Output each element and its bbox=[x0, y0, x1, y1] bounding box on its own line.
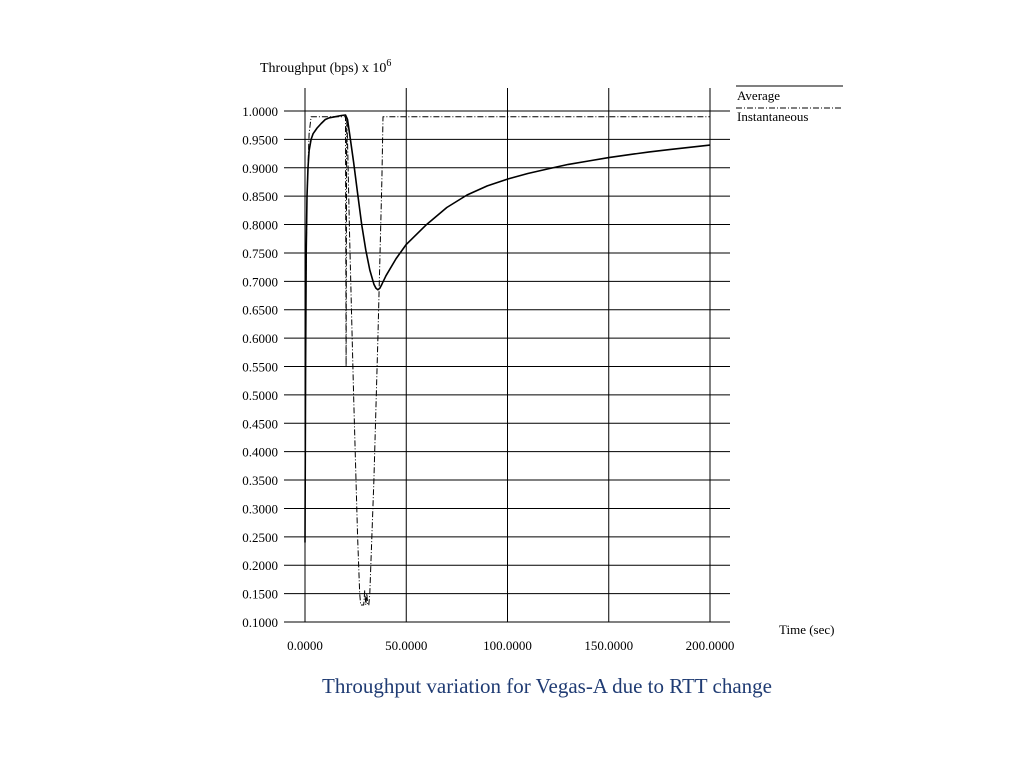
y-tick-label: 1.0000 bbox=[242, 104, 278, 119]
y-tick-label: 0.6500 bbox=[242, 303, 278, 318]
y-tick-label: 0.6000 bbox=[242, 331, 278, 346]
y-tick-label: 0.3000 bbox=[242, 501, 278, 516]
axis-tick-labels: 1.0000 0.9500 0.9000 0.8500 0.8000 0.7500 0.70… bbox=[242, 104, 734, 653]
y-tick-label: 0.5500 bbox=[242, 360, 278, 375]
x-tick-label: 50.0000 bbox=[385, 638, 427, 653]
y-tick-label: 0.8000 bbox=[242, 218, 278, 233]
x-tick-label: 150.0000 bbox=[584, 638, 633, 653]
x-tick-label: 0.0000 bbox=[287, 638, 323, 653]
legend-instantaneous-label: Instantaneous bbox=[737, 109, 808, 124]
legend-average-label: Average bbox=[737, 88, 780, 103]
series-line-average bbox=[304, 114, 711, 543]
y-tick-label: 0.4000 bbox=[242, 445, 278, 460]
figure-caption: Throughput variation for Vegas-A due to … bbox=[322, 674, 772, 698]
y-axis-title: Throughput (bps) x 106 bbox=[260, 58, 391, 76]
y-tick-label: 0.9000 bbox=[242, 161, 278, 176]
y-tick-label: 0.5000 bbox=[242, 388, 278, 403]
plot-grid bbox=[284, 88, 730, 623]
y-tick-label: 0.2000 bbox=[242, 558, 278, 573]
y-tick-label: 0.1000 bbox=[242, 615, 278, 630]
series-line-instantaneous bbox=[304, 116, 710, 606]
y-tick-label: 0.7500 bbox=[242, 246, 278, 261]
y-tick-label: 0.2500 bbox=[242, 530, 278, 545]
plot-lines bbox=[304, 114, 711, 606]
y-tick-label: 0.9500 bbox=[242, 132, 278, 147]
y-tick-label: 0.1500 bbox=[242, 587, 278, 602]
y-tick-label: 0.3500 bbox=[242, 473, 278, 488]
x-axis-title: Time (sec) bbox=[779, 622, 835, 637]
x-tick-label: 200.0000 bbox=[686, 638, 735, 653]
y-tick-label: 0.4500 bbox=[242, 416, 278, 431]
y-tick-label: 0.7000 bbox=[242, 274, 278, 289]
legend: Average Instantaneous bbox=[736, 85, 843, 124]
y-tick-label: 0.8500 bbox=[242, 189, 278, 204]
x-tick-label: 100.0000 bbox=[483, 638, 532, 653]
